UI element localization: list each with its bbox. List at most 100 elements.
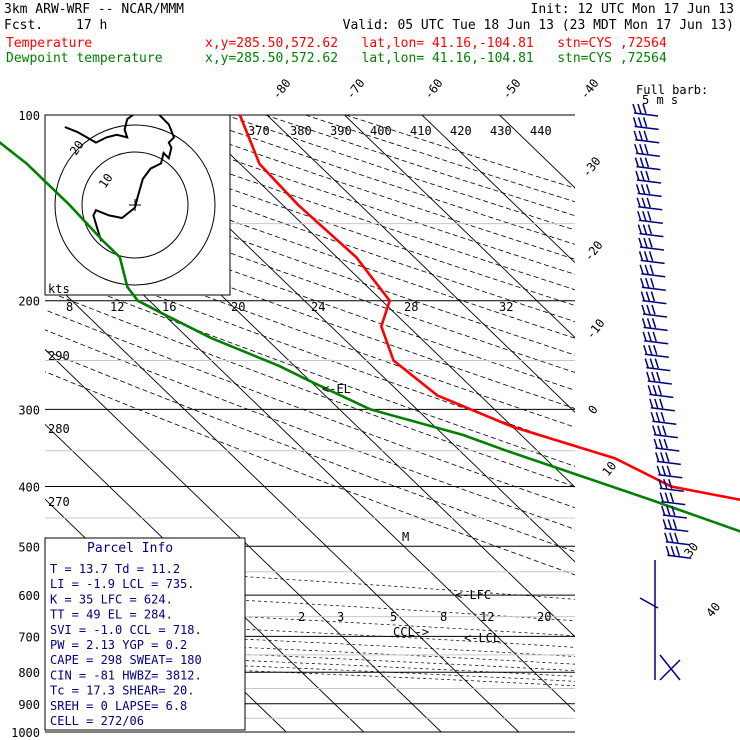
wind-barb-flag (665, 545, 671, 556)
hodograph-speed-label: 20 (231, 300, 245, 314)
parcel-info-panel: Parcel Info T = 13.7 Td = 11.2LI = -1.9 … (44, 537, 246, 731)
parcel-info-row: SVI = -1.0 CCL = 718. (50, 623, 202, 637)
wind-barb-flag (664, 492, 670, 503)
hodograph-speed-label: 16 (162, 300, 176, 314)
parcel-info-row: Tc = 17.3 SHEAR= 20. (50, 684, 195, 698)
wind-barb-staff (656, 460, 681, 466)
wind-barb-flag (650, 291, 656, 302)
isotherm-line (732, 115, 740, 732)
hodograph-ring (81, 151, 189, 259)
wind-barb-staff (640, 259, 665, 265)
wind-barb-flag (638, 251, 644, 262)
init-time: Init: 12 UTC Mon 17 Jun 13 (530, 2, 735, 17)
wind-barb-flag (656, 371, 661, 382)
theta-label: 280 (48, 422, 70, 436)
pressure-label: 400 (18, 480, 40, 494)
parcel-info-row: T = 13.7 Td = 11.2 (50, 562, 180, 576)
hodograph-speed-label: kts (48, 282, 70, 296)
parcel-info-row: CAPE = 298 SWEAT= 180 (50, 653, 202, 667)
wind-barb-flag (642, 103, 647, 114)
wind-barb-staff (659, 659, 681, 681)
wind-barb-flag (637, 224, 643, 235)
wind-barb-flag (641, 197, 646, 208)
wind-barb-staff (649, 393, 674, 399)
wind-barb-flag (641, 304, 646, 315)
wind-barb-flag (640, 170, 645, 181)
wind-barb-flag (632, 117, 638, 128)
parcel-info-row: PW = 2.13 YGP = 0.2 (50, 638, 187, 652)
isotherm-line (344, 115, 575, 339)
wind-barb-flag (648, 237, 653, 248)
wind-barb-staff (639, 597, 659, 609)
isotherm-line (421, 115, 575, 264)
wind-barb-staff (636, 165, 661, 171)
pressure-label: 200 (18, 295, 40, 309)
wind-barb-flag (658, 478, 663, 489)
model-title: 3km ARW-WRF -- NCAR/MMM (4, 2, 185, 17)
pressure-label: 100 (18, 109, 40, 123)
wind-barb-flag (668, 478, 673, 489)
wind-barb-flag (647, 224, 653, 235)
wind-barb-flag (639, 264, 644, 275)
wind-barb-flag (655, 411, 661, 422)
dewpoint-location: x,y=285.50,572.62 lat,lon= 41.16,-104.81… (205, 51, 667, 66)
profile-curves (0, 114, 740, 533)
wind-barb-flag (650, 411, 656, 422)
pressure-label: 800 (18, 666, 40, 680)
temperature-legend: Temperature (6, 36, 93, 51)
wind-barb-flag (651, 318, 657, 329)
wind-barb-flag (644, 264, 649, 275)
temperature-location: x,y=285.50,572.62 lat,lon= 41.16,-104.81… (205, 36, 667, 51)
wind-barb-flag (657, 425, 662, 436)
wind-barb-flag (642, 117, 648, 128)
hodograph-speed-label: 24 (311, 300, 325, 314)
wind-barb-staff (665, 541, 690, 546)
wind-barb-staff (653, 433, 678, 439)
wind-barb-staff (639, 246, 665, 251)
hodograph-speed-label: 32 (499, 300, 513, 314)
wind-barb-flag (643, 237, 648, 248)
wind-barb-flag (663, 438, 669, 449)
wind-barb-flag (660, 452, 665, 463)
wind-barb-flag (661, 465, 667, 476)
wind-barb-staff (652, 420, 677, 425)
wind-barb-flag (635, 170, 640, 181)
barb-key-label: Full barb: (636, 83, 708, 97)
pressure-label: 700 (18, 630, 40, 644)
forecast-hours: 17 h (76, 18, 108, 33)
wind-barb-staff (638, 219, 663, 224)
dewpoint-line (0, 141, 740, 533)
theta-label: 410 (410, 124, 432, 138)
wind-barb-staff (661, 500, 686, 506)
wind-barb-flag (647, 210, 652, 221)
isotherm-label: -60 (421, 76, 445, 102)
wind-barb-flag (671, 505, 676, 516)
wind-barb-flag (637, 117, 643, 128)
parcel-info-row: CELL = 272/06 (50, 714, 144, 728)
wind-barb-staff (655, 447, 680, 452)
wind-barb-flag (646, 304, 651, 315)
wind-barb-flag (655, 452, 660, 463)
pressure-label: 300 (18, 403, 40, 417)
hodograph-ring-label: 20 (67, 138, 87, 158)
wind-barb-flag (645, 277, 650, 288)
theta-label: 370 (248, 124, 270, 138)
wind-barb-flag (642, 224, 648, 235)
mixing-ratio-label: 12 (480, 610, 494, 624)
wind-barb-flag (649, 358, 655, 369)
theta-label: 270 (48, 495, 70, 509)
theta-label: 390 (330, 124, 352, 138)
wind-barb-staff (643, 326, 668, 332)
wind-barb-flag (658, 438, 664, 449)
theta-label: 400 (370, 124, 392, 138)
wind-barb-staff (633, 112, 659, 117)
wind-barb-staff (644, 340, 669, 345)
level-marker: <-LFC (455, 588, 491, 602)
mixing-ratio-label: 8 (440, 610, 447, 624)
wind-barb-flag (666, 505, 671, 516)
wind-barb-flag (669, 532, 674, 543)
wind-barb-flag (646, 318, 652, 329)
wind-barb-staff (664, 527, 689, 533)
hodograph-speed-label: 28 (404, 300, 418, 314)
